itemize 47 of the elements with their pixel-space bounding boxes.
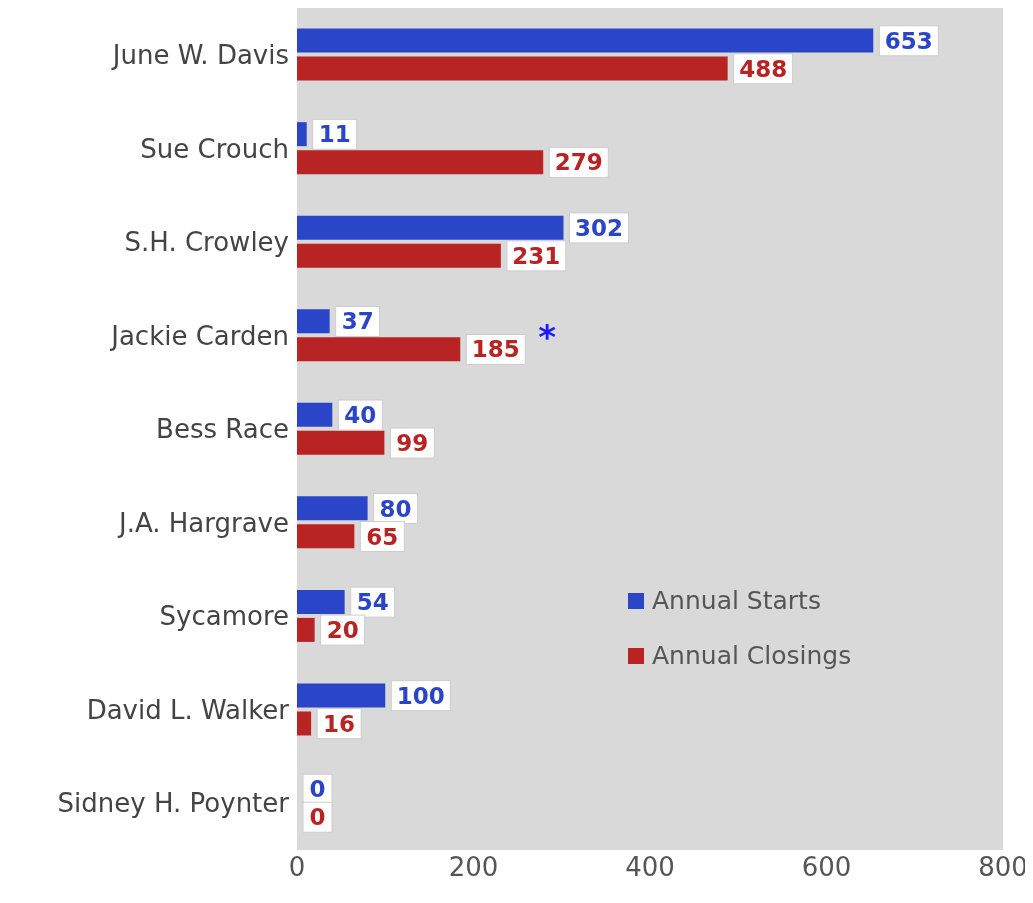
data-label: 16	[323, 710, 356, 737]
data-label: 100	[396, 682, 445, 709]
y-tick-label: J.A. Hargrave	[116, 507, 289, 538]
y-tick-label: Jackie Carden	[109, 320, 289, 351]
bar	[297, 28, 874, 53]
data-label: 0	[309, 776, 326, 803]
x-tick-label: 400	[625, 852, 675, 883]
legend-label: Annual Starts	[652, 586, 821, 615]
x-tick-label: 600	[801, 852, 852, 883]
data-label: 231	[512, 242, 561, 269]
annotation: *	[538, 317, 557, 358]
bar	[297, 243, 501, 268]
data-label: 0	[309, 804, 326, 831]
bar	[297, 402, 333, 427]
data-label: 80	[379, 495, 412, 522]
y-tick-label: S.H. Crowley	[124, 227, 289, 258]
y-tick-label: David L. Walker	[86, 694, 290, 725]
bar	[297, 150, 544, 175]
data-label: 99	[396, 430, 429, 456]
data-label: 40	[344, 402, 377, 428]
y-tick-label: Sidney H. Poynter	[57, 788, 290, 819]
bar	[297, 496, 368, 521]
y-tick-label: Bess Race	[156, 414, 289, 445]
data-label: 185	[471, 336, 520, 363]
data-label: 20	[326, 617, 359, 644]
bar	[297, 524, 355, 549]
bar	[297, 122, 307, 147]
bar	[297, 617, 315, 642]
y-tick-label: June W. Davis	[110, 40, 289, 71]
data-label: 37	[341, 308, 374, 335]
data-label: 279	[554, 149, 603, 176]
data-label: 488	[739, 55, 788, 82]
bar	[297, 711, 312, 736]
data-label: 302	[575, 214, 624, 241]
x-tick-label: 200	[448, 852, 499, 883]
data-label: 11	[318, 121, 351, 148]
bar	[297, 337, 461, 362]
bar	[297, 56, 728, 81]
y-tick-label: Sue Crouch	[140, 133, 289, 164]
bar	[297, 215, 564, 240]
data-label: 65	[366, 523, 399, 550]
data-label: 54	[356, 589, 389, 616]
legend-label: Annual Closings	[652, 641, 852, 670]
bar	[297, 309, 330, 334]
y-tick-label: Sycamore	[159, 601, 289, 632]
x-tick-label: 0	[288, 852, 306, 883]
data-label: 653	[884, 27, 933, 54]
